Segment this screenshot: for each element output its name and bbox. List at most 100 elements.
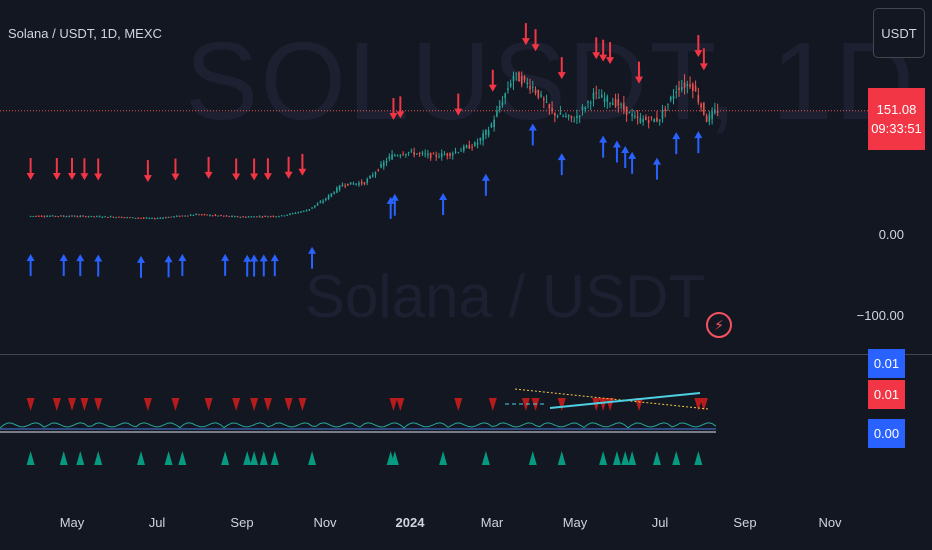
candle-body [451, 153, 454, 156]
candle-body [427, 153, 429, 156]
candle-body [565, 116, 567, 118]
oscillator-line [0, 422, 717, 429]
buy-marker [612, 451, 621, 465]
buy-arrow [557, 153, 566, 161]
candle-body [540, 94, 542, 97]
candle-body [382, 162, 385, 167]
buy-arrow [250, 254, 259, 262]
sell-marker [635, 398, 644, 411]
sell-marker [521, 398, 530, 411]
sell-arrow [694, 50, 703, 58]
candle-body [399, 155, 402, 157]
candle-body [692, 83, 694, 91]
buy-marker [259, 451, 268, 465]
candle-body [338, 185, 341, 190]
sell-marker [204, 398, 213, 411]
candle-body [562, 116, 564, 118]
candle-body [181, 215, 184, 217]
candle-body [421, 152, 424, 154]
candle-body [429, 152, 432, 158]
candle-body [250, 216, 253, 218]
candle-body [280, 215, 283, 217]
sell-arrow [521, 38, 530, 46]
candle-body [347, 183, 349, 186]
sell-marker [694, 398, 703, 411]
candle-body [520, 75, 523, 85]
x-axis-label: Jul [651, 515, 669, 530]
candle-body [123, 217, 126, 219]
candle-body [222, 215, 225, 217]
candle-body [316, 203, 319, 206]
candle-body [65, 216, 68, 218]
candle-body [476, 142, 479, 145]
buy-arrow [59, 253, 68, 261]
indicator-value-badge: 0.00 [868, 419, 905, 448]
candle-body [440, 153, 443, 158]
candle-body [672, 96, 675, 99]
candle-body [600, 94, 603, 98]
buy-marker [481, 451, 490, 465]
candle-body [714, 109, 716, 114]
candle-body [394, 155, 396, 157]
candle-body [129, 217, 131, 219]
pane-divider[interactable] [0, 354, 932, 355]
candle-body [327, 195, 330, 199]
candle-body [170, 216, 173, 218]
sell-marker [488, 398, 497, 411]
candle-body [236, 216, 239, 218]
candle-body [325, 198, 327, 200]
symbol-title[interactable]: Solana / USDT, 1D, MEXC [8, 26, 162, 41]
candle-body [101, 216, 104, 218]
candle-body [228, 215, 231, 217]
x-axis-label: May [562, 515, 588, 530]
candle-body [623, 103, 625, 110]
candle-body [200, 214, 203, 216]
candle-body [247, 216, 250, 218]
sell-arrow [557, 72, 566, 80]
bolt-icon[interactable]: ⚡ [706, 312, 732, 338]
sell-arrow [80, 173, 89, 181]
candle-body [76, 216, 79, 218]
candle-body [120, 216, 123, 218]
candle-body [142, 217, 145, 219]
candle-body [82, 215, 84, 217]
candle-body [165, 217, 167, 219]
candle-body [612, 103, 614, 105]
candle-body [463, 146, 465, 151]
candle-body [131, 217, 134, 219]
sell-arrow [389, 113, 398, 121]
buy-arrow [178, 253, 187, 261]
candle-body [38, 215, 40, 217]
sell-arrow [606, 57, 615, 65]
candle-body [178, 215, 181, 217]
candle-body [620, 104, 622, 106]
buy-arrow [672, 132, 681, 140]
candle-body [289, 213, 291, 215]
sell-marker [557, 398, 566, 411]
candle-body [526, 82, 529, 84]
candle-body [286, 214, 289, 216]
candle-body [589, 102, 592, 104]
candle-body [137, 217, 140, 219]
candle-body [716, 110, 719, 113]
candle-body [454, 151, 457, 153]
candle-body [650, 116, 653, 118]
x-axis-label: Mar [480, 515, 504, 530]
candle-body [405, 153, 407, 156]
buy-arrow [386, 196, 395, 204]
buy-marker [390, 451, 399, 465]
candle-body [667, 103, 669, 105]
sell-marker [143, 398, 152, 411]
candle-body [192, 214, 195, 216]
sell-marker [80, 398, 89, 411]
candle-body [93, 216, 95, 218]
sell-arrow [204, 171, 213, 179]
buy-marker [621, 451, 630, 465]
sell-arrow [263, 173, 272, 181]
candle-body [145, 217, 148, 219]
buy-marker [557, 451, 566, 465]
candle-body [705, 115, 708, 122]
currency-button[interactable]: USDT [873, 8, 925, 58]
